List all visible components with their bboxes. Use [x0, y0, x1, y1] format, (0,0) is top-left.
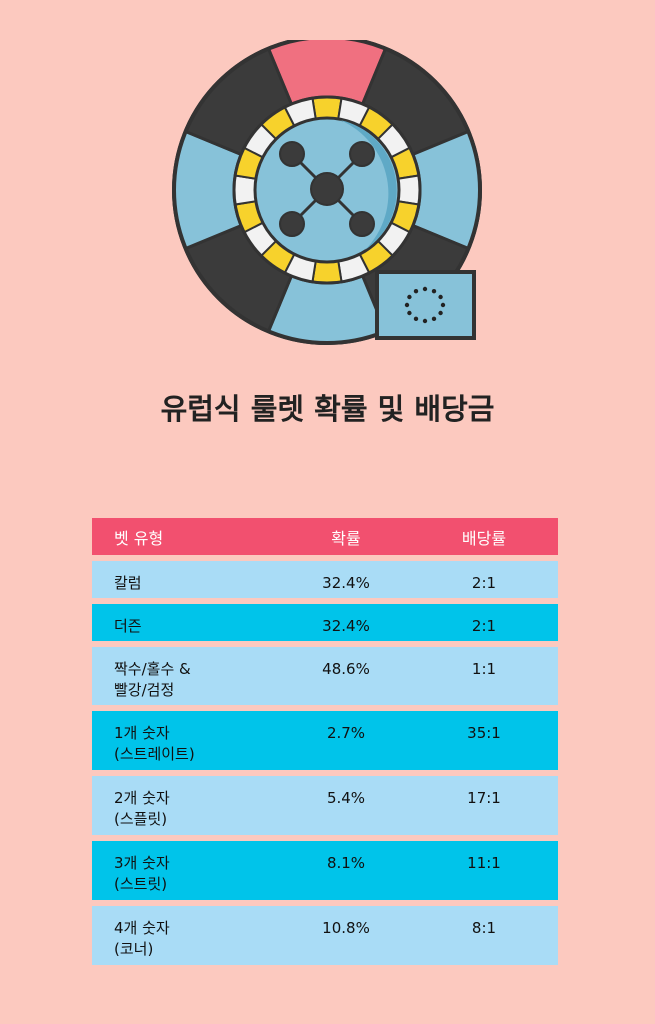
cell-bet-type: 칼럼 — [114, 574, 142, 592]
table-row: 3개 숫자 (스트릿) 8.1% 11:1 — [92, 841, 558, 900]
table-row: 1개 숫자 (스트레이트) 2.7% 35:1 — [92, 711, 558, 770]
header-bet-type: 벳 유형 — [114, 528, 164, 548]
cell-bet-type: 1개 숫자 (스트레이트) — [114, 724, 195, 763]
header-probability: 확률 — [331, 528, 361, 548]
page-title: 유럽식 룰렛 확률 및 배당금 — [160, 392, 495, 426]
header-payout: 배당률 — [461, 528, 507, 548]
cell-bet-type: 2개 숫자 (스플릿) — [114, 789, 170, 828]
cell-probability: 32.4% — [322, 617, 370, 635]
cell-payout: 11:1 — [467, 854, 501, 872]
cell-payout: 8:1 — [471, 919, 497, 937]
cell-probability: 10.8% — [322, 919, 370, 937]
table-row: 더즌 32.4% 2:1 — [92, 604, 558, 641]
cell-bet-type: 더즌 — [114, 617, 142, 635]
eu-flag-icon — [375, 270, 476, 340]
cell-bet-type: 4개 숫자 (코너) — [114, 919, 170, 958]
cell-probability: 8.1% — [326, 854, 366, 872]
table-row: 2개 숫자 (스플릿) 5.4% 17:1 — [92, 776, 558, 835]
odds-table: 벳 유형 확률 배당률 칼럼 32.4% 2:1 더즌 32.4% 2:1 짝수… — [92, 518, 558, 971]
table-header: 벳 유형 확률 배당률 — [92, 518, 558, 555]
cell-probability: 32.4% — [322, 574, 370, 592]
cell-payout: 1:1 — [471, 660, 497, 678]
cell-payout: 2:1 — [471, 574, 497, 592]
table-row: 4개 숫자 (코너) 10.8% 8:1 — [92, 906, 558, 965]
roulette-wheel-icon — [172, 40, 482, 345]
table-row: 짝수/홀수 & 빨강/검정 48.6% 1:1 — [92, 647, 558, 705]
cell-probability: 48.6% — [322, 660, 370, 678]
cell-payout: 17:1 — [467, 789, 501, 807]
cell-payout: 2:1 — [471, 617, 497, 635]
table-row: 칼럼 32.4% 2:1 — [92, 561, 558, 598]
cell-probability: 2.7% — [326, 724, 366, 742]
cell-probability: 5.4% — [326, 789, 366, 807]
cell-bet-type: 짝수/홀수 & 빨강/검정 — [114, 660, 191, 699]
cell-bet-type: 3개 숫자 (스트릿) — [114, 854, 170, 893]
cell-payout: 35:1 — [467, 724, 501, 742]
